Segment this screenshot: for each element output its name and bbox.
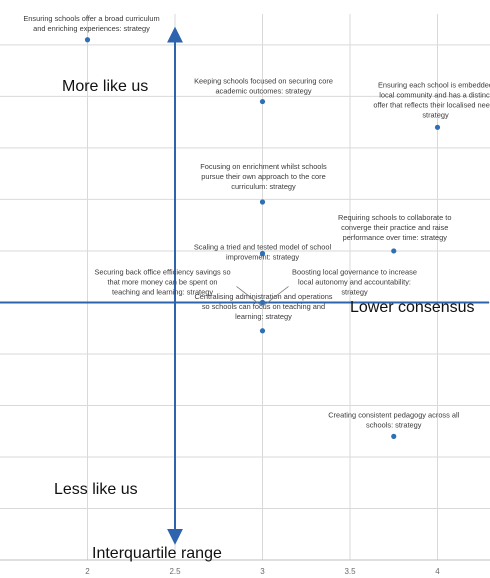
x-tick-label: 4	[435, 567, 440, 576]
quadrant-label-bottom: Interquartile range	[92, 545, 222, 562]
data-label: Centralising administration and operatio…	[194, 292, 332, 321]
data-point	[259, 299, 266, 306]
data-label: Requiring schools to collaborate to conve…	[338, 213, 451, 242]
quadrant-label-bottom-left: Less like us	[54, 481, 138, 498]
data-label: Securing back office efficiency savings …	[94, 267, 230, 296]
x-tick-label: 3.5	[344, 567, 356, 576]
data-point	[434, 124, 441, 130]
data-label: Keeping schools focused on securing core…	[194, 77, 333, 96]
data-point	[259, 98, 266, 105]
quadrant-label-right: Lower consensus	[350, 299, 475, 316]
data-label: Scaling a tried and tested model of scho…	[194, 243, 332, 262]
data-labels: Ensuring schools offer a broad curriculu…	[23, 14, 490, 430]
data-points	[84, 37, 441, 439]
gridlines	[0, 14, 490, 561]
x-tick-label: 2.5	[169, 567, 181, 576]
leader-line	[236, 286, 263, 307]
data-label: Creating consistent pedagogy across all s…	[328, 410, 459, 429]
data-label: Focusing on enrichment whilst schools pur…	[200, 162, 327, 191]
data-label: Ensuring each school is embedded local co…	[373, 80, 490, 119]
quadrant-label-top: More like us	[62, 78, 148, 95]
quadrant-axes	[0, 26, 489, 545]
data-point	[391, 248, 397, 254]
x-axis-ticks: 2 2.5 3 3.5 4	[85, 567, 440, 576]
x-tick-label: 3	[260, 567, 265, 576]
data-label: Boosting local governance to increase loc…	[292, 267, 417, 296]
data-point	[259, 199, 266, 205]
x-tick-label: 2	[85, 567, 90, 576]
data-label: Ensuring schools offer a broad curriculu…	[23, 14, 159, 33]
leader-line	[262, 286, 289, 307]
data-point	[84, 37, 91, 43]
data-point	[259, 250, 266, 257]
data-point	[391, 433, 397, 439]
data-point	[259, 328, 266, 334]
